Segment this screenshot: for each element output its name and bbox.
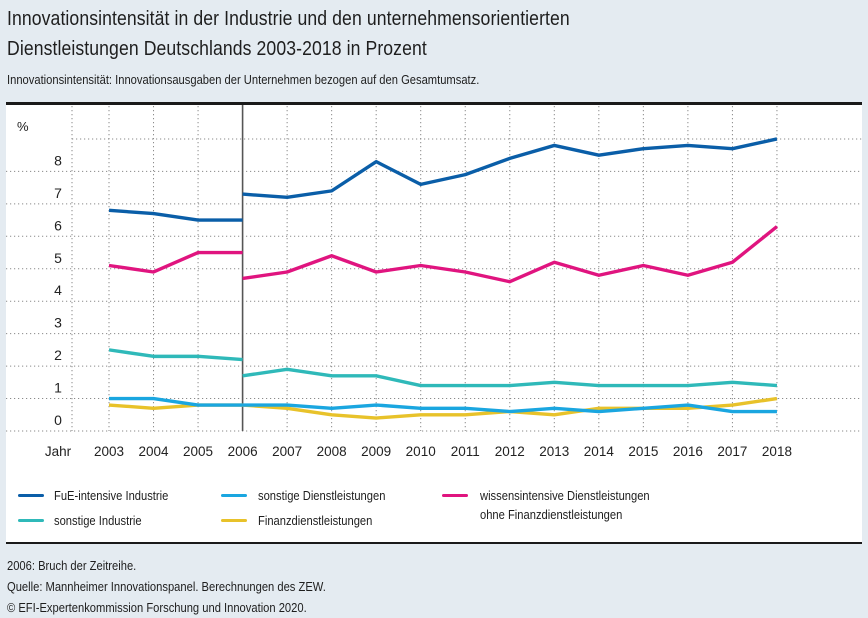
- chart-title-line-2: Dienstleistungen Deutschlands 2003-2018 …: [7, 37, 427, 60]
- series-line-sonstige-dienstleistungen-before-break: [109, 396, 243, 407]
- series-line-fue-intensive-industrie-before-break: [108, 208, 243, 222]
- x-tick-label: 2007: [272, 444, 302, 459]
- legend-swatch-wissensintensive-dienstleistungen: [442, 494, 468, 497]
- legend-label-wissensintensive-dienstleistungen: wissensintensive Dienstleistungen ohne F…: [480, 488, 650, 523]
- legend-swatch-finanzdienstleistungen: [221, 519, 247, 522]
- series-line-sonstige-industrie-before-break: [108, 348, 243, 362]
- y-tick-label: 1: [54, 380, 62, 396]
- x-tick-label: 2008: [317, 444, 347, 459]
- legend-swatch-fue-intensive-industrie: [18, 494, 44, 497]
- x-tick-label: 2015: [628, 444, 658, 459]
- y-axis-unit-label: %: [17, 119, 29, 134]
- x-tick-label: 2009: [361, 444, 391, 459]
- series-line-fue-intensive-industrie-after-break: [242, 137, 778, 200]
- legend-label-line-1: wissensintensive Dienstleistungen: [480, 488, 650, 503]
- x-tick-label: 2010: [406, 444, 436, 459]
- y-tick-label: 0: [54, 412, 62, 428]
- chart-subtitle: Innovationsintensität: Innovationsausgab…: [7, 72, 480, 87]
- legend-label-finanzdienstleistungen: Finanzdienstleistungen: [258, 513, 373, 528]
- x-tick-label: 2006: [228, 444, 258, 459]
- legend-label-sonstige-dienstleistungen: sonstige Dienstleistungen: [258, 488, 386, 503]
- x-tick-label: 2014: [584, 444, 615, 459]
- x-tick-label: 2005: [183, 444, 213, 459]
- legend-label-sonstige-industrie: sonstige Industrie: [54, 513, 142, 528]
- y-tick-label: 2: [54, 347, 62, 363]
- series-line-sonstige-dienstleistungen-after-break: [242, 403, 777, 414]
- x-tick-label: 2016: [673, 444, 703, 459]
- chart-title: Innovationsintensität in der Industrie u…: [7, 4, 570, 64]
- legend-label-line-2: ohne Finanzdienstleistungen: [480, 507, 623, 522]
- series-line-wissensintensive-dienstleistungen-ohne-finanzdienstleistungen-before-break: [108, 250, 243, 274]
- x-axis-label: Jahr: [45, 444, 72, 459]
- note-copyright: © EFI-Expertenkommission Forschung und I…: [7, 600, 307, 615]
- x-tick-label: 2017: [717, 444, 747, 459]
- legend-swatch-sonstige-dienstleistungen: [221, 494, 247, 497]
- y-tick-label: 8: [54, 152, 62, 168]
- chart-title-line-1: Innovationsintensität in der Industrie u…: [7, 7, 570, 30]
- footnotes: 2006: Bruch der Zeitreihe. Quelle: Mannh…: [7, 555, 326, 618]
- chart-panel: [6, 102, 862, 544]
- note-source: Quelle: Mannheimer Innovationspanel. Ber…: [7, 579, 326, 594]
- x-tick-label: 2018: [762, 444, 792, 459]
- x-tick-label: 2012: [495, 444, 525, 459]
- x-tick-label: 2013: [539, 444, 569, 459]
- legend-label-fue-intensive-industrie: FuE-intensive Industrie: [54, 488, 169, 503]
- series-line-sonstige-industrie-after-break: [242, 367, 778, 388]
- y-tick-label: 7: [54, 185, 62, 201]
- y-tick-label: 5: [54, 250, 62, 266]
- legend-swatch-sonstige-industrie: [18, 519, 44, 522]
- y-tick-label: 4: [54, 282, 62, 298]
- y-tick-label: 6: [54, 217, 62, 233]
- x-tick-label: 2003: [94, 444, 124, 459]
- x-tick-label: 2011: [451, 444, 480, 459]
- y-tick-label: 3: [54, 315, 62, 331]
- series-line-wissensintensive-dienstleistungen-ohne-finanzdienstleistungen-after-break: [242, 225, 779, 284]
- x-tick-label: 2004: [139, 444, 170, 459]
- note-break: 2006: Bruch der Zeitreihe.: [7, 558, 137, 573]
